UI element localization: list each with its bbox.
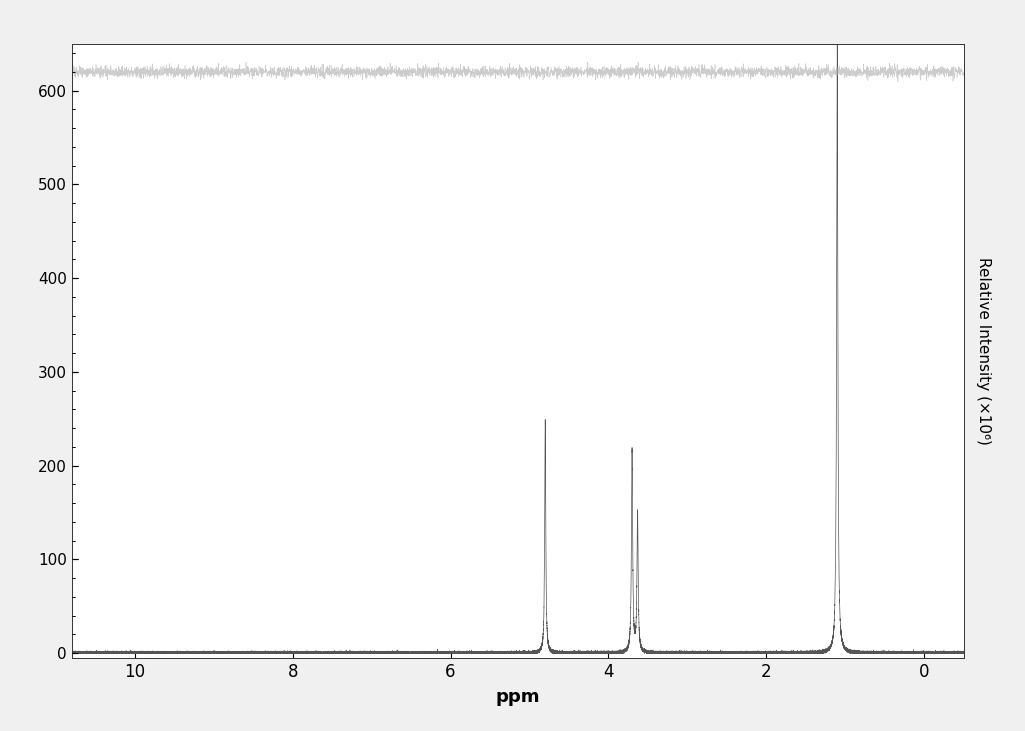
Y-axis label: Relative Intensity (×10⁶): Relative Intensity (×10⁶): [976, 257, 991, 445]
X-axis label: ppm: ppm: [495, 688, 540, 705]
